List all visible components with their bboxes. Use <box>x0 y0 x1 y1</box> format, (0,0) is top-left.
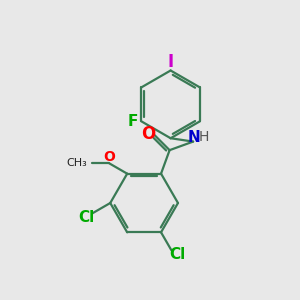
Text: O: O <box>142 125 156 143</box>
Text: Cl: Cl <box>170 247 186 262</box>
Text: F: F <box>127 114 138 129</box>
Text: Cl: Cl <box>78 210 94 225</box>
Text: I: I <box>167 53 174 71</box>
Text: CH₃: CH₃ <box>67 158 87 168</box>
Text: O: O <box>103 151 115 164</box>
Text: H: H <box>199 130 209 145</box>
Text: N: N <box>187 130 200 145</box>
